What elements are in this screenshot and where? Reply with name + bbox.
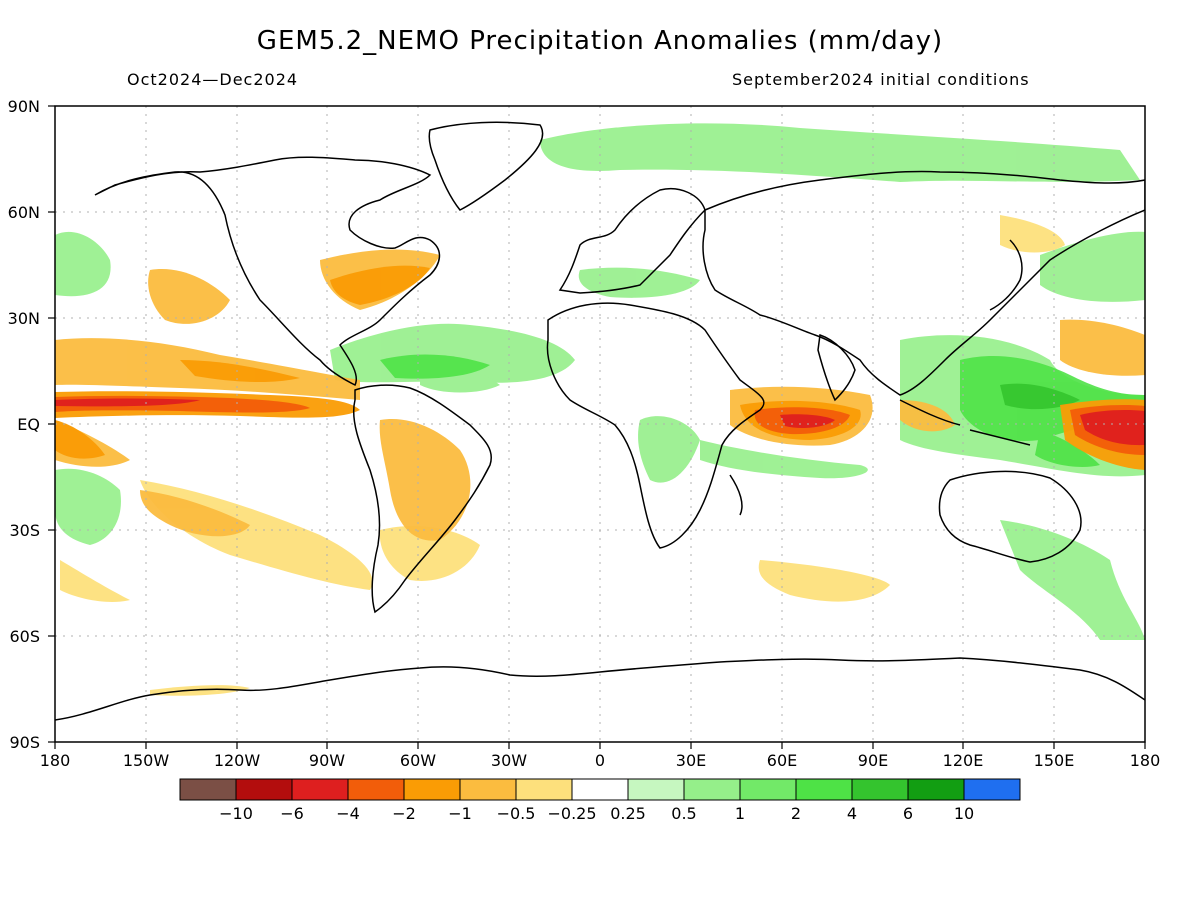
colorbar (179, 778, 1021, 801)
lon-tick-label: 0 (595, 751, 605, 770)
lat-tick-label: 60S (9, 627, 40, 646)
lon-tick-label: 150E (1034, 751, 1075, 770)
south-america-outline (352, 384, 492, 614)
lon-tick-label: 150W (123, 751, 170, 770)
colorbar-label: −0.5 (497, 804, 536, 823)
lat-tick-label: 90S (9, 733, 40, 752)
lat-tick-label: EQ (17, 415, 40, 434)
lat-tick-label: 90N (8, 97, 40, 116)
colorbar-label: −10 (219, 804, 253, 823)
coastlines (55, 121, 1145, 721)
colorbar-swatch (571, 778, 629, 801)
lon-tick-label: 60E (767, 751, 797, 770)
colorbar-swatch (627, 778, 685, 801)
colorbar-swatch (403, 778, 461, 801)
lon-tick-label: 30E (676, 751, 706, 770)
colorbar-swatch (291, 778, 349, 801)
colorbar-swatch (459, 778, 517, 801)
lon-tick-label: 180 (40, 751, 71, 770)
lat-tick-label: 30N (8, 309, 40, 328)
colorbar-swatch (179, 778, 237, 801)
colorbar-swatch (347, 778, 405, 801)
lon-tick-label: 180 (1130, 751, 1161, 770)
colorbar-label: 4 (847, 804, 857, 823)
colorbar-label: −4 (336, 804, 360, 823)
colorbar-label: 1 (735, 804, 745, 823)
lon-tick-marks (54, 742, 1146, 749)
lon-tick-label: 120W (214, 751, 261, 770)
latitude-axis: 90N 60N 30N EQ 30S 60S 90S (8, 97, 40, 752)
asia-outline (702, 170, 1145, 396)
colorbar-label: −6 (280, 804, 304, 823)
initial-conditions-label: September2024 initial conditions (732, 70, 1030, 89)
lon-tick-label: 60W (400, 751, 436, 770)
lon-tick-label: 30W (491, 751, 527, 770)
lon-tick-label: 90W (309, 751, 345, 770)
north-america-outline (94, 156, 441, 387)
colorbar-label: 2 (791, 804, 801, 823)
colorbar-label: 6 (903, 804, 913, 823)
colorbar-swatch (851, 778, 909, 801)
colorbar-swatch (235, 778, 293, 801)
europe-outline (558, 188, 706, 294)
colorbar-label: −1 (448, 804, 472, 823)
lon-tick-label: 120E (943, 751, 984, 770)
map-title: GEM5.2_NEMO Precipitation Anomalies (mm/… (256, 26, 944, 56)
colorbar-swatch (907, 778, 965, 801)
longitude-axis: 180 150W 120W 90W 60W 30W 0 30E 60E 90E … (40, 751, 1161, 770)
colorbar-swatch (515, 778, 573, 801)
lat-tick-marks (48, 105, 55, 743)
colorbar-label: 10 (954, 804, 974, 823)
colorbar-swatch (683, 778, 741, 801)
colorbar-swatch (739, 778, 797, 801)
greenland-outline (428, 121, 544, 211)
colorbar-label: 0.5 (671, 804, 696, 823)
lat-tick-label: 60N (8, 203, 40, 222)
lat-tick-label: 30S (9, 521, 40, 540)
colorbar-label: −0.25 (547, 804, 596, 823)
lon-tick-label: 90E (858, 751, 888, 770)
map-gridlines (55, 106, 1145, 742)
colorbar-swatch (795, 778, 853, 801)
africa-outline (546, 302, 765, 549)
colorbar-label: 0.25 (610, 804, 646, 823)
colorbar-swatch (963, 778, 1021, 801)
antarctica-outline (55, 657, 1145, 721)
colorbar-labels: −10 −6 −4 −2 −1 −0.5 −0.25 0.25 0.5 1 2 4 6 10 (219, 804, 974, 823)
india-outline (817, 334, 856, 402)
forecast-period: Oct2024—Dec2024 (127, 70, 299, 89)
australia-outline (938, 470, 1082, 563)
colorbar-label: −2 (392, 804, 416, 823)
